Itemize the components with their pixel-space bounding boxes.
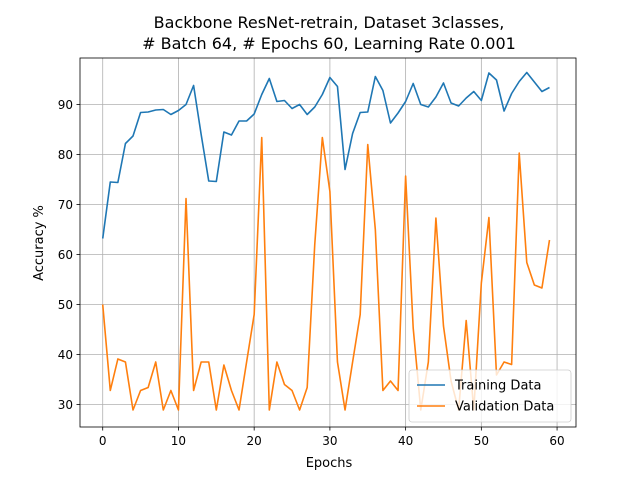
x-tick-label: 0 — [99, 434, 107, 448]
legend: Training Data Validation Data — [408, 369, 572, 423]
legend-label: Validation Data — [455, 400, 554, 415]
legend-box — [408, 369, 572, 423]
y-tick-label: 40 — [58, 348, 73, 362]
x-tick-label: 50 — [474, 434, 489, 448]
x-tick-label: 60 — [549, 434, 564, 448]
title-line-2: # Batch 64, # Epochs 60, Learning Rate 0… — [142, 34, 516, 53]
y-tick-label: 30 — [58, 398, 73, 412]
y-tick-label: 70 — [58, 198, 73, 212]
series-lines — [101, 71, 551, 411]
x-tick-label: 20 — [247, 434, 262, 448]
x-axis-label: Epochs — [306, 456, 353, 471]
plot-area-frame — [79, 57, 577, 428]
axis-ticks: 0 10 20 30 40 50 60 30 40 50 60 70 80 90 — [58, 98, 565, 448]
y-axis-label: Accuracy % — [32, 205, 47, 281]
y-tick-label: 60 — [58, 248, 73, 262]
series-line-0 — [101, 71, 550, 239]
grid — [80, 58, 576, 427]
title-line-1: Backbone ResNet-retrain, Dataset 3classe… — [154, 13, 505, 32]
x-tick-label: 10 — [171, 434, 186, 448]
x-tick-label: 30 — [322, 434, 337, 448]
series-line-1 — [101, 136, 551, 411]
legend-label: Training Data — [454, 379, 541, 394]
chart-title: Backbone ResNet-retrain, Dataset 3classe… — [142, 13, 516, 53]
y-tick-label: 50 — [58, 298, 73, 312]
y-tick-label: 80 — [58, 148, 73, 162]
x-tick-label: 40 — [398, 434, 413, 448]
y-tick-label: 90 — [58, 98, 73, 112]
